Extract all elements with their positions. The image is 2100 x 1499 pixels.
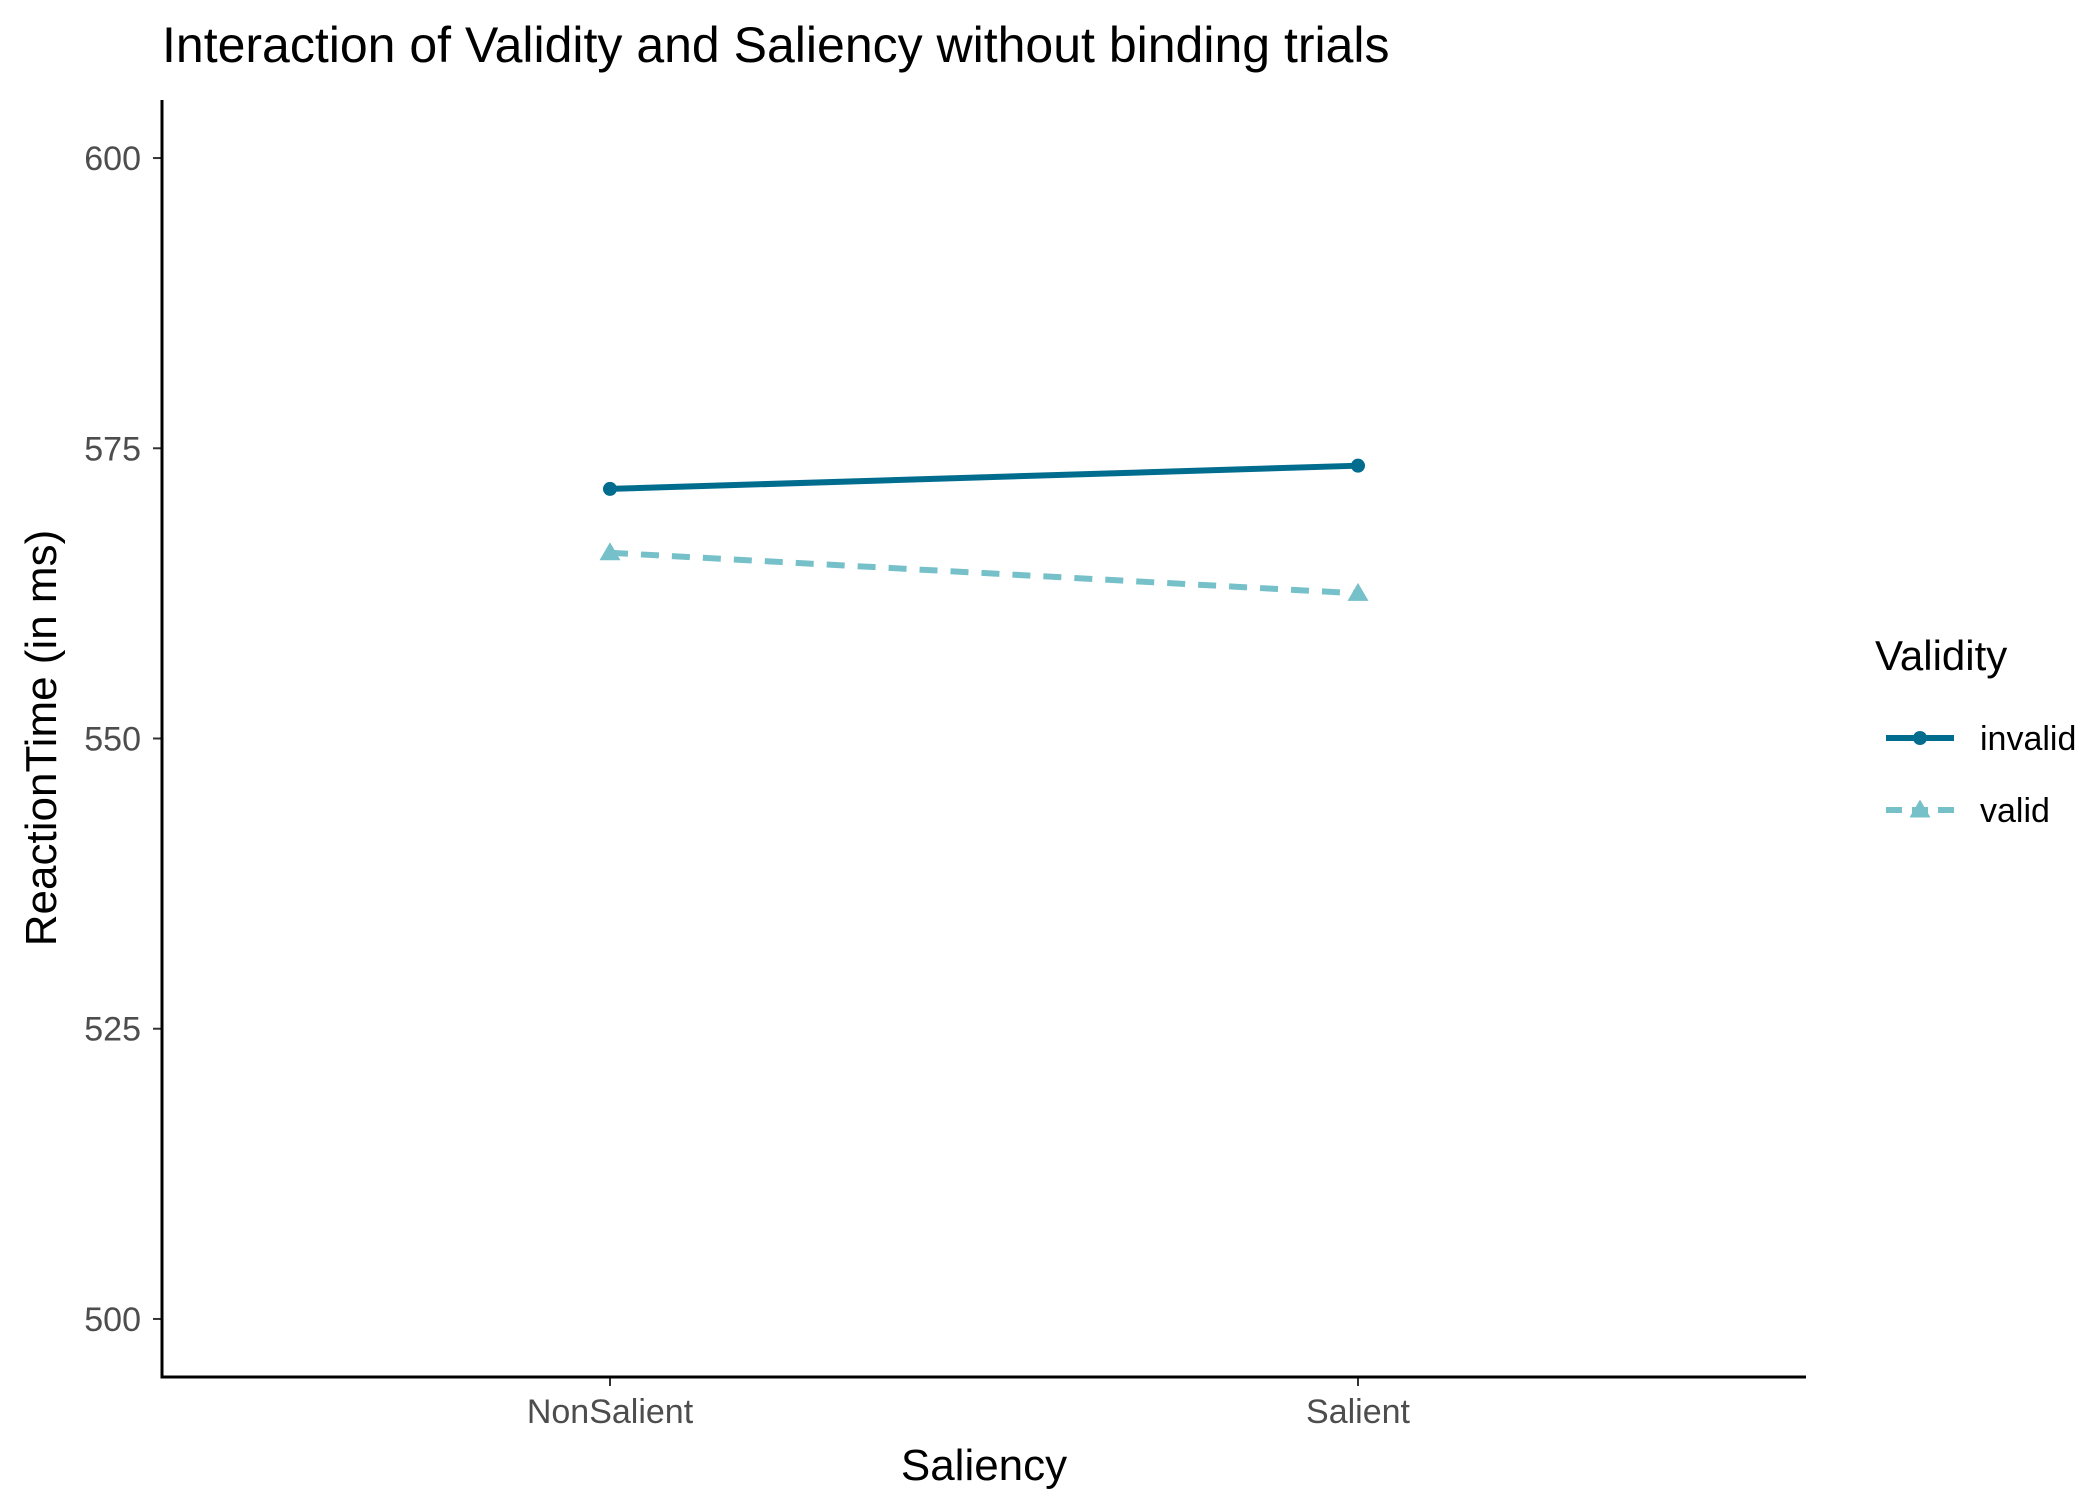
y-axis-title: ReactionTime (in ms) bbox=[17, 530, 66, 946]
x-axis-ticks: NonSalient Salient bbox=[527, 1377, 1411, 1431]
legend-label-valid: valid bbox=[1980, 792, 2050, 830]
y-tick-label: 600 bbox=[84, 140, 141, 178]
legend-marker-valid bbox=[1909, 799, 1931, 818]
y-axis-ticks: 500 525 550 575 600 bbox=[84, 140, 162, 1339]
legend-item-valid: valid bbox=[1886, 792, 2050, 830]
x-tick-label: NonSalient bbox=[527, 1393, 694, 1431]
y-tick-label: 500 bbox=[84, 1301, 141, 1339]
data-point-valid bbox=[599, 542, 621, 561]
data-point-invalid bbox=[603, 481, 617, 496]
series-line-valid bbox=[609, 549, 1359, 597]
legend-marker-invalid bbox=[1913, 731, 1927, 745]
legend-label-invalid: invalid bbox=[1980, 720, 2076, 758]
x-tick-label: Salient bbox=[1306, 1393, 1411, 1431]
x-axis-title: Saliency bbox=[901, 1441, 1067, 1490]
series-layer bbox=[599, 458, 1369, 601]
y-tick-label: 525 bbox=[84, 1011, 141, 1049]
legend-title: Validity bbox=[1875, 632, 2007, 679]
legend: Validity invalid valid bbox=[1875, 632, 2076, 830]
legend-item-invalid: invalid bbox=[1886, 720, 2076, 758]
data-point-invalid bbox=[1351, 458, 1365, 473]
series-valid bbox=[599, 542, 1369, 601]
series-line-invalid bbox=[609, 462, 1359, 492]
legend-items: invalid valid bbox=[1886, 720, 2076, 830]
y-tick-label: 575 bbox=[84, 430, 141, 468]
series-invalid bbox=[603, 458, 1365, 496]
y-tick-label: 550 bbox=[84, 721, 141, 759]
chart-title: Interaction of Validity and Saliency wit… bbox=[162, 17, 1390, 73]
data-point-valid bbox=[1347, 582, 1369, 601]
